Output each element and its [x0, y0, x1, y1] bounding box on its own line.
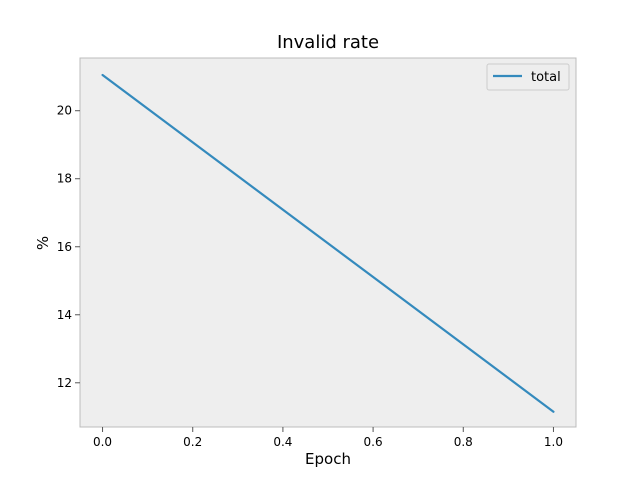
x-tick-label: 0.8 — [454, 435, 473, 449]
x-axis-ticks: 0.0 0.2 0.4 0.6 0.8 1.0 — [93, 427, 563, 449]
series-layer — [101, 73, 555, 413]
x-tick-label: 0.4 — [273, 435, 292, 449]
y-tick-label: 12 — [57, 376, 72, 390]
x-tick-label: 0.0 — [93, 435, 112, 449]
x-tick-label: 1.0 — [544, 435, 563, 449]
y-tick-label: 20 — [57, 104, 72, 118]
legend-frame — [486, 63, 570, 91]
legend: total — [486, 63, 570, 91]
x-tick-label: 0.2 — [183, 435, 202, 449]
legend-label-total: total — [531, 70, 561, 85]
x-tick-label: 0.6 — [364, 435, 383, 449]
y-tick-label: 16 — [57, 240, 72, 254]
chart-title: Invalid rate — [277, 32, 379, 53]
x-axis-label: Epoch — [305, 450, 351, 468]
y-axis-label: % — [34, 236, 52, 250]
series-line-total — [101, 73, 555, 413]
y-axis-ticks: 12 14 16 18 20 — [57, 104, 80, 390]
y-tick-label: 18 — [57, 172, 72, 186]
y-tick-label: 14 — [57, 308, 72, 322]
